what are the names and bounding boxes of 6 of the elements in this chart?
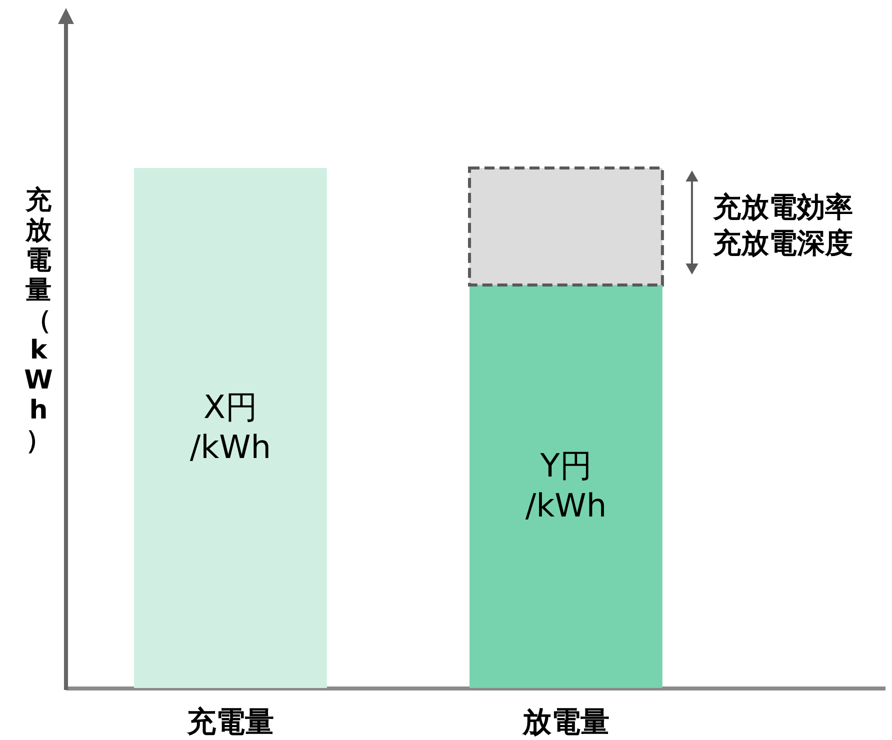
annotation: X円 /kWh (190, 388, 272, 466)
x-tick-label: 充電量 (186, 704, 274, 738)
annotation: 充放電効率充放電深度 (712, 190, 853, 260)
x-tick-label: 放電量 (521, 704, 610, 738)
text: 充放電量（kWh） (24, 186, 53, 456)
annotation: Y円 /kWh (525, 446, 607, 524)
